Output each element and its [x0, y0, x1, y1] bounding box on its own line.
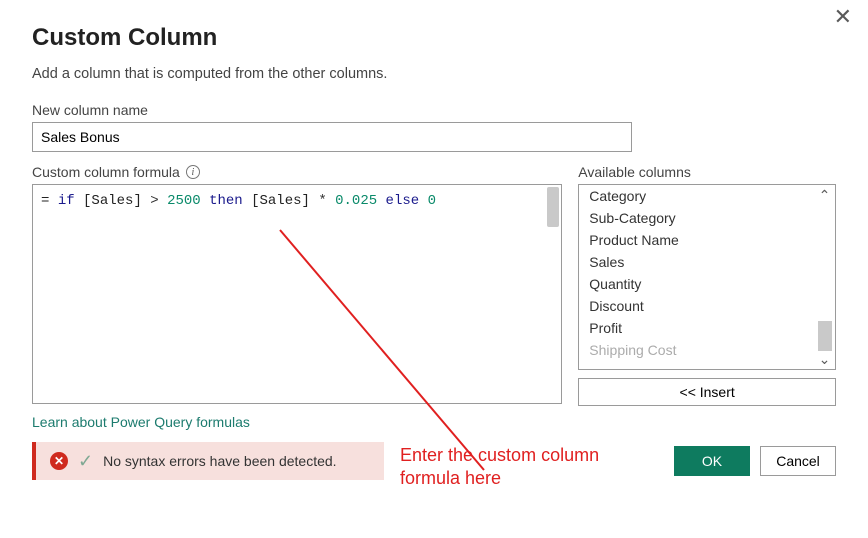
- formula-label-text: Custom column formula: [32, 164, 180, 180]
- status-message: No syntax errors have been detected.: [103, 453, 336, 469]
- dialog-subtitle: Add a column that is computed from the o…: [32, 66, 836, 82]
- list-item[interactable]: Discount: [579, 295, 815, 317]
- status-bar: ✕ ✓ No syntax errors have been detected.: [32, 442, 384, 480]
- error-icon: ✕: [50, 452, 68, 470]
- dialog-title: Custom Column: [32, 24, 836, 52]
- learn-link[interactable]: Learn about Power Query formulas: [32, 414, 250, 430]
- formula-op-mul: *: [318, 193, 326, 209]
- available-columns-list: Category Sub-Category Product Name Sales…: [578, 184, 836, 370]
- annotation-line1: Enter the custom column: [400, 445, 599, 465]
- list-item[interactable]: Profit: [579, 317, 815, 339]
- annotation-text: Enter the custom column formula here: [400, 444, 599, 491]
- list-item[interactable]: Category: [579, 185, 815, 207]
- check-icon: ✓: [78, 452, 93, 470]
- formula-kw-else: else: [386, 193, 420, 209]
- formula-col-sales-2: [Sales]: [251, 193, 310, 209]
- formula-op-gt: >: [150, 193, 158, 209]
- formula-col-sales-1: [Sales]: [83, 193, 142, 209]
- close-icon[interactable]: ✕: [834, 6, 852, 28]
- list-item[interactable]: Sales: [579, 251, 815, 273]
- available-columns-label: Available columns: [578, 164, 836, 180]
- formula-num-zero: 0: [428, 193, 436, 209]
- formula-scrollbar[interactable]: [547, 187, 559, 227]
- scroll-down-icon[interactable]: ⌄: [817, 351, 833, 367]
- list-item[interactable]: Shipping Cost: [579, 339, 815, 361]
- column-name-label: New column name: [32, 102, 836, 118]
- formula-editor[interactable]: = if [Sales] > 2500 then [Sales] * 0.025…: [32, 184, 562, 404]
- formula-num-2500: 2500: [167, 193, 201, 209]
- list-item[interactable]: Quantity: [579, 273, 815, 295]
- ok-button[interactable]: OK: [674, 446, 750, 476]
- formula-kw-if: if: [58, 193, 75, 209]
- custom-column-dialog: ✕ Custom Column Add a column that is com…: [0, 0, 868, 500]
- info-icon[interactable]: i: [186, 165, 200, 179]
- formula-num-rate: 0.025: [335, 193, 377, 209]
- list-item[interactable]: Product Name: [579, 229, 815, 251]
- list-item[interactable]: Sub-Category: [579, 207, 815, 229]
- cancel-button[interactable]: Cancel: [760, 446, 836, 476]
- formula-eq: =: [41, 193, 49, 209]
- formula-label: Custom column formula i: [32, 164, 562, 180]
- scroll-up-icon[interactable]: ⌃: [817, 187, 833, 203]
- formula-kw-then: then: [209, 193, 243, 209]
- scroll-thumb[interactable]: [818, 321, 832, 351]
- insert-button[interactable]: << Insert: [578, 378, 836, 406]
- columns-scrollbar[interactable]: ⌃ ⌄: [816, 187, 833, 367]
- column-name-input[interactable]: [32, 122, 632, 152]
- annotation-line2: formula here: [400, 468, 501, 488]
